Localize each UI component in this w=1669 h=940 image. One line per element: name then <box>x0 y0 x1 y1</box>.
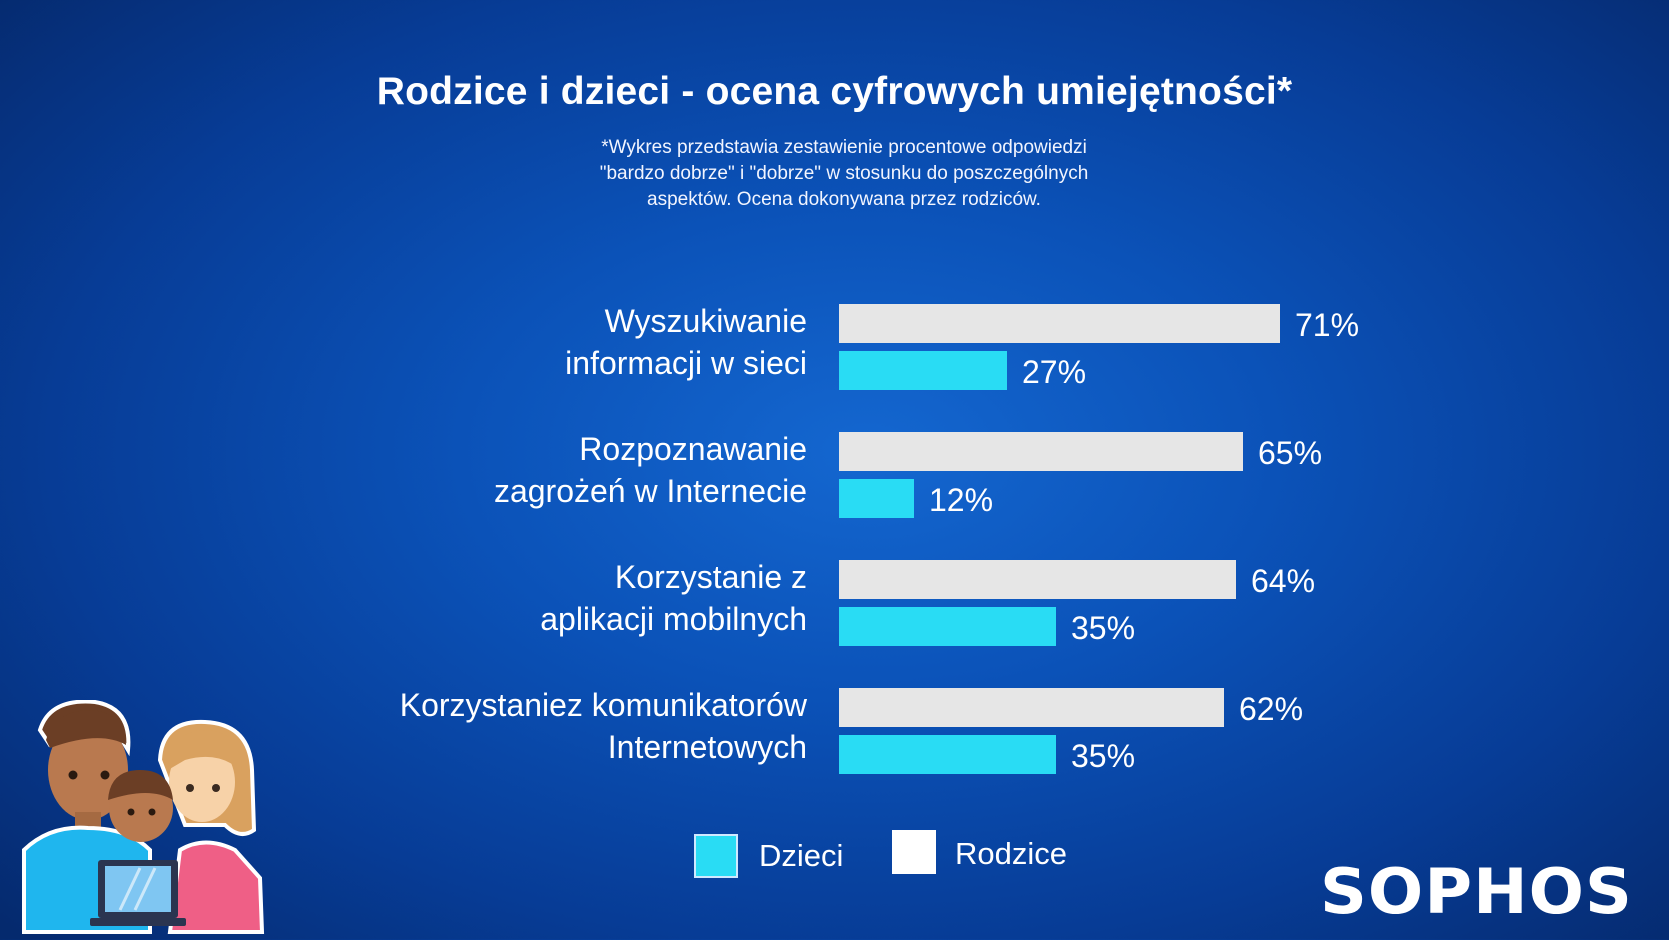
bar-dzieci <box>839 479 914 518</box>
value-label-rodzice: 62% <box>1239 691 1304 727</box>
category-label-line: zagrożeń w Internecie <box>493 473 807 509</box>
bar-dzieci <box>839 351 1007 390</box>
bar-rodzice <box>839 432 1243 471</box>
category-label-line: informacji w sieci <box>565 345 807 381</box>
category-label-line: aplikacji mobilnych <box>540 601 807 637</box>
chart-subtitle: *Wykres przedstawia zestawienie procento… <box>534 135 1154 213</box>
category-label-line: Rozpoznawanie <box>579 431 807 467</box>
subtitle-line: *Wykres przedstawia zestawienie procento… <box>601 137 1087 158</box>
category-label: Wyszukiwanie informacji w sieci <box>287 300 807 384</box>
bar-rodzice <box>839 304 1280 343</box>
category-label-line: Internetowych <box>607 729 807 765</box>
category-label-line: Wyszukiwanie <box>604 303 807 339</box>
bar-dzieci <box>839 735 1056 774</box>
chart-title: Rodzice i dzieci - ocena cyfrowych umiej… <box>376 70 1293 113</box>
value-label-dzieci: 27% <box>1022 354 1087 390</box>
value-label-rodzice: 64% <box>1251 563 1316 599</box>
category-label-line: Korzystaniez komunikatorów <box>399 687 807 723</box>
bar-rodzice <box>839 560 1236 599</box>
value-label-dzieci: 35% <box>1071 610 1136 646</box>
sophos-logo: SOPHOS <box>1320 855 1633 928</box>
value-label-rodzice: 71% <box>1295 307 1360 343</box>
value-label-dzieci: 12% <box>929 482 994 518</box>
category-label: Korzystanie z aplikacji mobilnych <box>287 556 807 640</box>
legend-swatch-dzieci <box>694 834 738 878</box>
category-label: Korzystaniez komunikatorów Internetowych <box>287 684 807 768</box>
legend-swatch-rodzice <box>892 830 936 874</box>
subtitle-line: aspektów. Ocena dokonywana przez rodzicó… <box>647 189 1041 210</box>
category-label-line: Korzystanie z <box>614 559 807 595</box>
value-label-rodzice: 65% <box>1258 435 1323 471</box>
value-label-dzieci: 35% <box>1071 738 1136 774</box>
legend-label-rodzice: Rodzice <box>955 836 1067 871</box>
category-label: Rozpoznawanie zagrożeń w Internecie <box>287 428 807 512</box>
family-with-laptop-icon <box>10 699 270 940</box>
bar-dzieci <box>839 607 1056 646</box>
bar-rodzice <box>839 688 1224 727</box>
subtitle-line: "bardzo dobrze" i "dobrze" w stosunku do… <box>599 163 1089 184</box>
legend-label-dzieci: Dzieci <box>759 838 844 873</box>
